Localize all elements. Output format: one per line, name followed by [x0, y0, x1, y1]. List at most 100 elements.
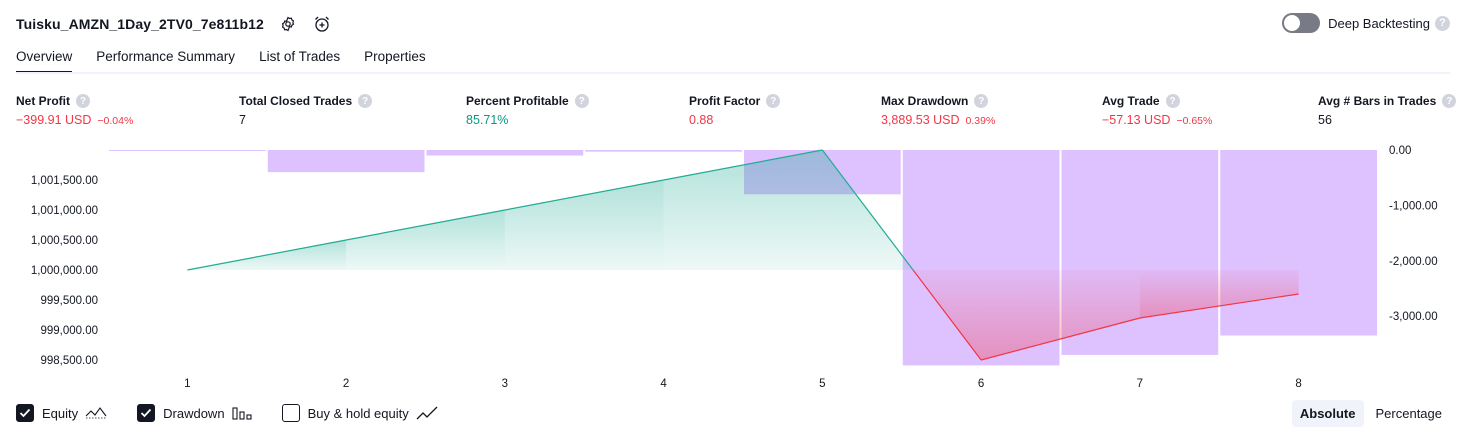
- metric-value: 56: [1318, 113, 1332, 127]
- drawdown-bar: [267, 150, 425, 173]
- tab-list-of-trades[interactable]: List of Trades: [259, 49, 341, 64]
- help-icon[interactable]: ?: [76, 94, 90, 108]
- equity-line-segment: [663, 149, 823, 181]
- equity-area-positive: [346, 210, 505, 270]
- metric-label: Profit Factor: [689, 94, 761, 108]
- help-icon[interactable]: ?: [574, 94, 589, 108]
- equity-checkbox[interactable]: [16, 404, 34, 422]
- equity-area-negative: [1139, 270, 1299, 318]
- drawdown-checkbox[interactable]: [137, 404, 156, 422]
- equity-line-segment: [1139, 293, 1299, 319]
- metric-value: 85.71%: [466, 113, 509, 127]
- metric-label: Net Profit: [16, 94, 70, 108]
- metric-percent: −0.04%: [97, 115, 134, 127]
- deep-backtesting-toggle[interactable]: [1282, 13, 1321, 33]
- drawdown-bar: [1220, 150, 1377, 336]
- metric-value: −399.91 USD: [16, 113, 92, 127]
- metric-label: Max Drawdown: [881, 94, 969, 108]
- legend-label: Drawdown: [163, 405, 225, 421]
- equity-line-segment: [980, 317, 1141, 361]
- equity-line-segment: [504, 179, 664, 211]
- equity-area-positive: [663, 150, 823, 270]
- x-axis-tick-label: 7: [1137, 378, 1143, 390]
- legend-drawdown[interactable]: Drawdown: [137, 404, 252, 422]
- scale-mode-switch: Absolute Percentage: [1288, 400, 1450, 427]
- metric-avg-bars: Avg # Bars in Trades? 56: [1318, 93, 1457, 127]
- equity-line-segment: [821, 149, 914, 271]
- metric-label: Avg Trade: [1102, 94, 1160, 108]
- x-axis-tick-label: 5: [819, 378, 825, 390]
- report-header: Tuisku_AMZN_1Day_2TV0_7e811b12: [16, 12, 332, 36]
- drawdown-bar: [426, 150, 584, 156]
- drawdown-bar: [585, 150, 742, 152]
- metric-max-drawdown: Max Drawdown? 3,889.53 USD 0.39%: [881, 93, 995, 127]
- metric-total-closed-trades: Total Closed Trades? 7: [239, 93, 373, 127]
- alarm-add-icon[interactable]: [312, 14, 332, 34]
- metric-value: −57.13 USD: [1102, 113, 1171, 127]
- metric-net-profit: Net Profit? −399.91 USD −0.04%: [16, 93, 133, 127]
- metric-label: Percent Profitable: [466, 94, 569, 108]
- legend-equity[interactable]: Equity: [16, 404, 107, 422]
- deep-backtesting-label: Deep Backtesting: [1328, 15, 1430, 31]
- right-axis-tick-label: 0.00: [1389, 145, 1411, 157]
- buy-hold-checkbox[interactable]: [281, 404, 300, 422]
- metric-percent-profitable: Percent Profitable? 85.71%: [466, 93, 589, 127]
- equity-line-icon: [85, 406, 107, 420]
- x-axis-tick-label: 4: [660, 378, 667, 390]
- metric-label: Total Closed Trades: [239, 94, 353, 108]
- metric-percent: 0.39%: [965, 115, 996, 127]
- x-axis-tick-label: 8: [1295, 378, 1301, 390]
- percentage-button[interactable]: Percentage: [1375, 406, 1443, 421]
- report-tabs: Overview Performance Summary List of Tra…: [16, 44, 450, 74]
- toggle-knob: [1284, 15, 1301, 31]
- metric-label: Avg # Bars in Trades: [1318, 94, 1437, 108]
- equity-area-positive: [504, 180, 664, 270]
- deep-backtesting: Deep Backtesting ?: [1282, 13, 1450, 33]
- strategy-title: Tuisku_AMZN_1Day_2TV0_7e811b12: [16, 16, 264, 32]
- metric-avg-trade: Avg Trade? −57.13 USD −0.65%: [1102, 93, 1212, 127]
- trend-line-icon: [416, 406, 438, 420]
- legend-label: Equity: [42, 405, 79, 421]
- left-axis-tick-label: 998,500.00: [40, 355, 98, 367]
- help-icon[interactable]: ?: [974, 94, 989, 108]
- drawdown-bar: [109, 150, 266, 151]
- help-icon[interactable]: ?: [1165, 94, 1180, 108]
- help-icon[interactable]: ?: [1435, 15, 1450, 31]
- drawdown-bars-icon: [232, 406, 252, 420]
- equity-line-segment: [346, 209, 505, 241]
- left-axis-tick-label: 1,000,000.00: [31, 265, 98, 277]
- absolute-button[interactable]: Absolute: [1291, 400, 1364, 427]
- metric-value: 3,889.53 USD: [881, 113, 960, 127]
- gear-icon[interactable]: [278, 14, 298, 34]
- x-axis-tick-label: 1: [184, 378, 190, 390]
- x-axis-tick-label: 2: [343, 378, 349, 390]
- chart-legend: Equity Drawdown Buy & hold equity: [16, 404, 468, 422]
- right-axis-tick-label: -2,000.00: [1389, 256, 1438, 268]
- tabs-divider: [16, 72, 1450, 74]
- left-axis-tick-label: 1,001,000.00: [31, 205, 98, 217]
- left-axis-tick-label: 1,001,500.00: [31, 175, 98, 187]
- right-axis-tick-label: -1,000.00: [1389, 200, 1438, 212]
- equity-area-negative: [981, 270, 1140, 360]
- tab-overview[interactable]: Overview: [16, 44, 73, 74]
- help-icon[interactable]: ?: [358, 94, 373, 108]
- equity-line-segment: [187, 239, 347, 271]
- right-axis-tick-label: -3,000.00: [1389, 311, 1438, 323]
- x-axis-tick-label: 3: [502, 378, 508, 390]
- tab-properties[interactable]: Properties: [364, 49, 426, 64]
- legend-buy-hold[interactable]: Buy & hold equity: [281, 404, 438, 422]
- help-icon[interactable]: ?: [1442, 94, 1457, 108]
- left-axis-tick-label: 999,000.00: [40, 325, 98, 337]
- equity-line-segment: [912, 269, 982, 361]
- tab-performance-summary[interactable]: Performance Summary: [96, 49, 236, 64]
- left-axis-tick-label: 1,000,500.00: [31, 235, 98, 247]
- help-icon[interactable]: ?: [766, 94, 781, 108]
- metric-profit-factor: Profit Factor? 0.88: [689, 93, 781, 127]
- metric-percent: −0.65%: [1176, 115, 1213, 127]
- metric-value: 0.88: [689, 113, 714, 127]
- legend-label: Buy & hold equity: [307, 405, 409, 421]
- x-axis-tick-label: 6: [978, 378, 984, 390]
- equity-drawdown-chart: 1,001,500.00 1,001,000.00 1,000,500.00 1,00…: [31, 145, 1438, 390]
- metric-value: 7: [239, 113, 246, 127]
- left-axis-tick-label: 999,500.00: [40, 295, 98, 307]
